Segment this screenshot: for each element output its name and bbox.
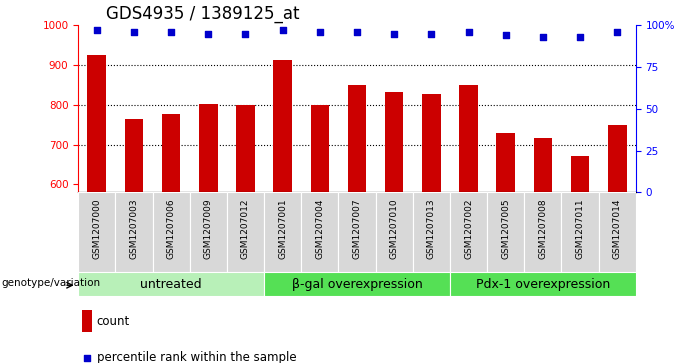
Bar xyxy=(375,192,413,272)
Bar xyxy=(413,192,450,272)
Bar xyxy=(301,192,339,272)
Bar xyxy=(152,192,190,272)
Bar xyxy=(385,92,403,363)
Bar xyxy=(190,192,227,272)
Text: GSM1207001: GSM1207001 xyxy=(278,199,287,260)
Text: count: count xyxy=(97,315,130,328)
Bar xyxy=(450,272,636,296)
Bar xyxy=(608,125,626,363)
Bar xyxy=(347,85,367,363)
Text: percentile rank within the sample: percentile rank within the sample xyxy=(97,351,296,363)
Text: GSM1207005: GSM1207005 xyxy=(501,199,510,260)
Bar xyxy=(339,192,375,272)
Point xyxy=(463,29,474,35)
Bar xyxy=(82,310,92,332)
Text: GSM1207006: GSM1207006 xyxy=(167,199,175,260)
Point xyxy=(426,31,437,37)
Text: genotype/variation: genotype/variation xyxy=(1,278,101,288)
Text: GSM1207013: GSM1207013 xyxy=(427,199,436,260)
Bar xyxy=(524,192,562,272)
Bar xyxy=(199,104,218,363)
Text: GSM1207007: GSM1207007 xyxy=(352,199,362,260)
Text: GSM1207010: GSM1207010 xyxy=(390,199,398,260)
Bar xyxy=(227,192,264,272)
Bar xyxy=(562,192,598,272)
Point xyxy=(240,31,251,37)
Bar xyxy=(459,85,478,363)
Point xyxy=(314,29,325,35)
Bar xyxy=(88,55,106,363)
Text: GSM1207002: GSM1207002 xyxy=(464,199,473,259)
Text: GSM1207012: GSM1207012 xyxy=(241,199,250,259)
Bar xyxy=(487,192,524,272)
Bar xyxy=(78,272,264,296)
Bar xyxy=(496,133,515,363)
Text: GSM1207004: GSM1207004 xyxy=(316,199,324,259)
Text: GSM1207008: GSM1207008 xyxy=(539,199,547,260)
Bar xyxy=(264,272,450,296)
Point xyxy=(81,355,92,360)
Text: GSM1207011: GSM1207011 xyxy=(575,199,585,260)
Text: β-gal overexpression: β-gal overexpression xyxy=(292,278,422,290)
Text: untreated: untreated xyxy=(140,278,202,290)
Bar xyxy=(162,114,180,363)
Point xyxy=(129,29,139,35)
Point xyxy=(91,28,102,33)
Point xyxy=(277,28,288,33)
Bar xyxy=(116,192,152,272)
Bar xyxy=(78,192,116,272)
Bar xyxy=(422,94,441,363)
Bar xyxy=(598,192,636,272)
Point xyxy=(537,34,548,40)
Bar xyxy=(311,105,329,363)
Point xyxy=(500,33,511,38)
Bar xyxy=(124,119,143,363)
Bar xyxy=(571,156,590,363)
Text: GSM1207003: GSM1207003 xyxy=(129,199,139,260)
Bar xyxy=(450,192,487,272)
Bar xyxy=(534,138,552,363)
Point xyxy=(575,34,585,40)
Text: GSM1207009: GSM1207009 xyxy=(204,199,213,260)
Point xyxy=(389,31,400,37)
Point xyxy=(166,29,177,35)
Bar xyxy=(264,192,301,272)
Text: GDS4935 / 1389125_at: GDS4935 / 1389125_at xyxy=(106,5,300,23)
Text: Pdx-1 overexpression: Pdx-1 overexpression xyxy=(476,278,610,290)
Bar xyxy=(273,60,292,363)
Bar xyxy=(236,105,255,363)
Point xyxy=(203,31,214,37)
Text: GSM1207014: GSM1207014 xyxy=(613,199,622,259)
Point xyxy=(352,29,362,35)
Text: GSM1207000: GSM1207000 xyxy=(92,199,101,260)
Point xyxy=(612,29,623,35)
